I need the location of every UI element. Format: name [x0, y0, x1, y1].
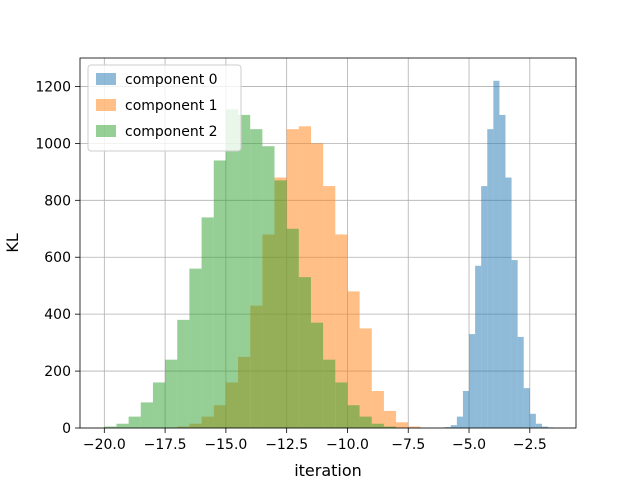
histogram-bar	[359, 416, 372, 428]
histogram-bar	[250, 129, 263, 428]
histogram-bar	[335, 382, 348, 428]
histogram-bar	[152, 382, 166, 428]
legend-label: component 1	[125, 98, 218, 114]
histogram-bar	[323, 359, 336, 428]
legend-label: component 0	[125, 72, 218, 88]
histogram-bar	[469, 334, 476, 428]
x-tick-label: −20.0	[83, 437, 126, 453]
histogram-bar	[347, 291, 360, 428]
histogram-bar	[505, 177, 512, 428]
x-tick-label: −10.0	[326, 437, 369, 453]
histogram-bar	[475, 265, 482, 428]
legend-swatch	[96, 125, 116, 137]
y-axis-label: KL	[3, 233, 22, 252]
histogram-bar	[541, 426, 549, 428]
histogram-bar	[104, 426, 117, 428]
legend-frame	[87, 64, 242, 152]
x-tick-label: −5.0	[452, 437, 486, 453]
histogram-bar	[347, 405, 360, 428]
histogram-bar	[298, 277, 311, 428]
histogram-bar	[189, 268, 202, 428]
histogram-bar	[116, 423, 129, 428]
y-tick-label: 0	[62, 421, 71, 437]
legend: component 0 component 1 component 2	[87, 64, 242, 152]
x-axis-label: iteration	[294, 461, 362, 480]
histogram-bar	[499, 114, 506, 428]
legend-label: component 2	[125, 124, 218, 140]
histogram-bar	[408, 426, 421, 428]
legend-swatch	[96, 99, 116, 111]
series-component-0	[444, 80, 555, 429]
legend-swatch	[96, 73, 116, 85]
histogram-bar	[493, 80, 500, 429]
histogram-bar	[177, 319, 190, 428]
histogram-bar	[456, 416, 463, 428]
histogram-bar	[128, 416, 141, 428]
plot-frame	[79, 57, 577, 429]
x-tick-label: −12.5	[265, 437, 308, 453]
y-tick-label: 200	[44, 364, 71, 380]
histogram-bar	[529, 413, 536, 428]
histogram-bar	[383, 426, 397, 428]
x-tick-label: −17.5	[144, 437, 187, 453]
histogram-bar	[262, 146, 275, 428]
histogram-bar	[225, 109, 239, 428]
histogram-bar	[359, 328, 372, 428]
y-tick-label: 1200	[35, 79, 71, 95]
histogram-bar	[286, 228, 299, 428]
histogram-bar	[165, 359, 178, 428]
y-tick-label: 1000	[35, 136, 71, 152]
histogram-bar	[238, 114, 251, 428]
y-tick-label: 600	[44, 250, 71, 266]
histogram-bar	[523, 388, 530, 428]
histogram-bar	[274, 180, 287, 428]
x-tick-label: −2.5	[513, 437, 547, 453]
histogram-bar	[201, 217, 214, 428]
histogram-bar	[535, 423, 542, 428]
histogram-bar	[396, 422, 409, 428]
histogram-bar	[371, 423, 384, 428]
y-tick-label: 800	[44, 193, 71, 209]
histogram-bar	[462, 391, 470, 428]
histogram-bars	[104, 80, 555, 429]
histogram-bar	[450, 425, 457, 428]
histogram-bar	[371, 391, 384, 428]
histogram-bar	[140, 402, 153, 428]
histogram-bar	[481, 186, 488, 428]
axis-ticks: −20.0 −17.5 −15.0 −12.5 −10.0 −7.5 −5.0 −2.5 0 20…	[35, 79, 546, 453]
histogram-bar	[511, 260, 518, 428]
histogram-bar	[335, 234, 348, 428]
histogram-bar	[310, 322, 324, 428]
histogram-bar	[383, 410, 397, 428]
x-tick-label: −7.5	[391, 437, 425, 453]
histogram-bar	[487, 129, 494, 428]
series-component-2	[104, 109, 397, 428]
x-tick-label: −15.0	[204, 437, 247, 453]
histogram-bar	[444, 427, 451, 428]
histogram-bar	[517, 336, 524, 428]
y-tick-label: 400	[44, 307, 71, 323]
histogram-bar	[213, 160, 226, 428]
